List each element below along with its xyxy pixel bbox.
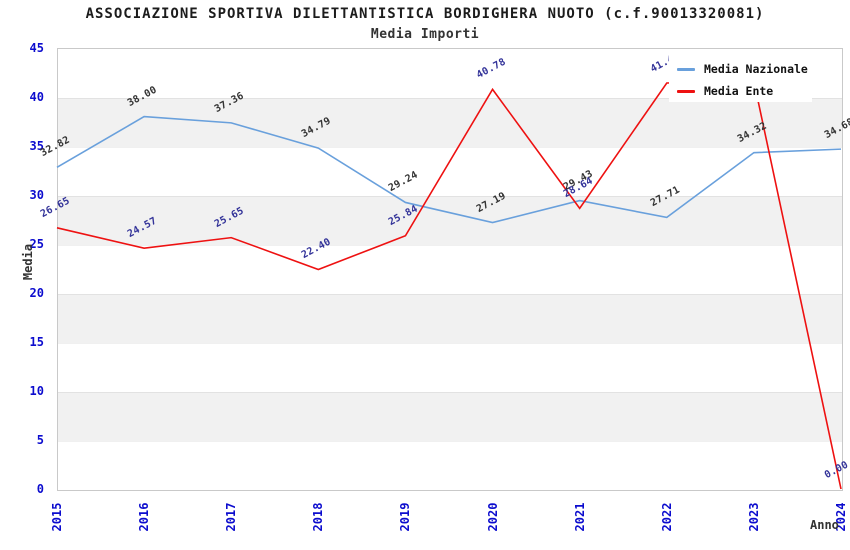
- y-tick-label: 0: [36, 481, 44, 496]
- gridline: [58, 343, 842, 344]
- y-tick-label: 40: [29, 89, 44, 104]
- gridline: [58, 441, 842, 442]
- y-tick-label: 15: [29, 334, 44, 349]
- y-tick-label: 25: [29, 236, 44, 251]
- y-tick-label: 5: [36, 432, 44, 447]
- x-tick-label: 2016: [137, 502, 152, 532]
- legend-item-media-nazionale: Media Nazionale: [677, 58, 812, 80]
- legend-swatch-nazionale-icon: [677, 67, 695, 71]
- gridline: [58, 98, 842, 99]
- chart-title: ASSOCIAZIONE SPORTIVA DILETTANTISTICA BO…: [85, 6, 765, 22]
- legend-label-ente: Media Ente: [704, 84, 774, 98]
- series-lines: [56, 80, 842, 490]
- x-axis-title: Anno: [810, 518, 839, 532]
- gridline: [58, 147, 842, 148]
- legend-label-nazionale: Media Nazionale: [704, 62, 808, 76]
- y-tick-label: 30: [29, 187, 44, 202]
- x-tick-label: 2020: [485, 502, 500, 532]
- y-tick-label: 20: [29, 285, 44, 300]
- chart-subtitle: Media Importi: [370, 27, 480, 42]
- x-tick-label: 2022: [659, 502, 674, 532]
- legend-swatch-ente-icon: [677, 89, 695, 93]
- x-tick-label: 2017: [224, 502, 239, 532]
- x-tick-label: 2019: [398, 502, 413, 532]
- y-tick-label: 45: [29, 40, 44, 55]
- x-tick-label: 2021: [572, 502, 587, 532]
- y-axis-title: Media: [21, 243, 35, 281]
- x-tick-label: 2023: [746, 502, 761, 532]
- y-tick-label: 10: [29, 383, 44, 398]
- gridline: [58, 196, 842, 197]
- legend: Media Nazionale Media Ente: [669, 50, 812, 102]
- gridline: [58, 392, 842, 393]
- y-tick-label: 35: [29, 138, 44, 153]
- series-line-media-ente: [56, 80, 842, 490]
- gridline: [58, 245, 842, 246]
- series-line-media-nazionale: [56, 115, 842, 224]
- x-tick-label: 2018: [311, 502, 326, 532]
- gridline: [58, 294, 842, 295]
- x-tick-label: 2015: [50, 502, 64, 532]
- legend-item-media-ente: Media Ente: [677, 80, 812, 102]
- plot-area: [57, 48, 843, 491]
